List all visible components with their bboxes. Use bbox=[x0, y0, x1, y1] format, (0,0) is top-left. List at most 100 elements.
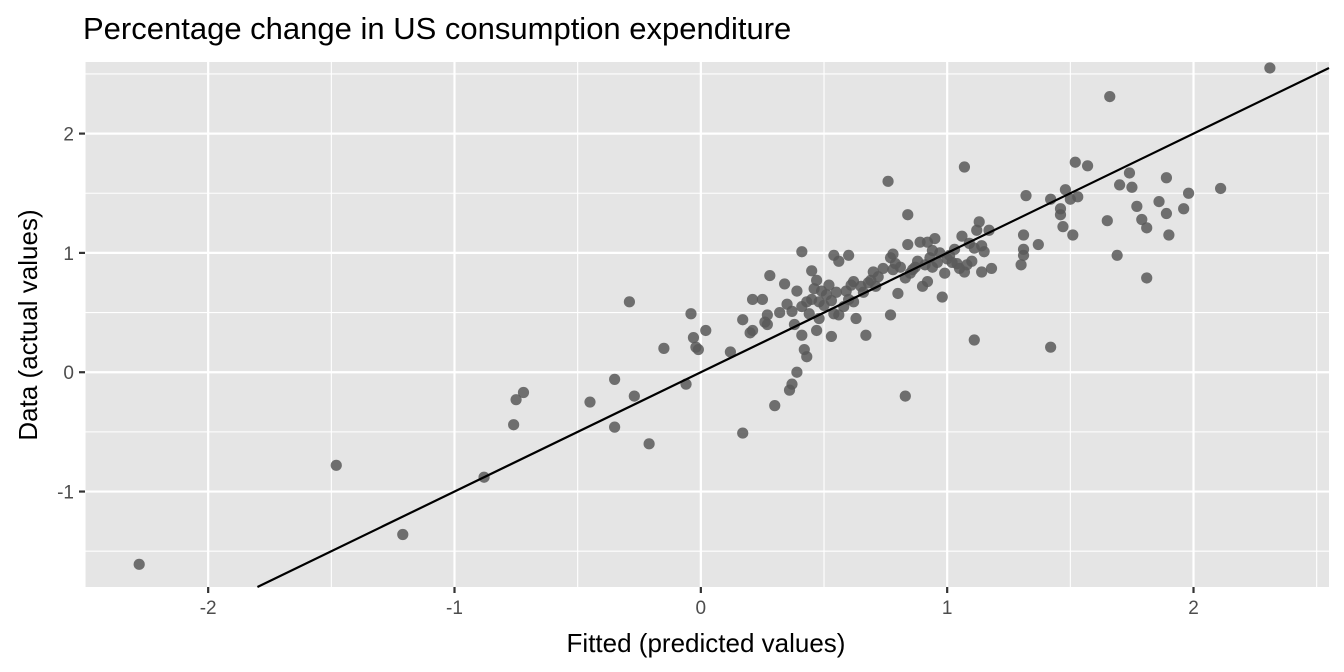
data-point bbox=[892, 287, 904, 300]
data-point bbox=[685, 308, 697, 320]
data-point bbox=[737, 427, 749, 439]
data-point bbox=[958, 161, 971, 173]
data-point bbox=[517, 386, 530, 399]
data-points bbox=[133, 62, 1276, 570]
data-point bbox=[1141, 222, 1153, 234]
data-point bbox=[872, 271, 884, 283]
data-point bbox=[823, 279, 835, 291]
data-point bbox=[1153, 196, 1165, 208]
chart-title: Percentage change in US consumption expe… bbox=[83, 11, 791, 46]
data-point bbox=[902, 238, 914, 251]
data-point bbox=[1131, 200, 1143, 212]
y-axis-label: Data (actual values) bbox=[13, 209, 43, 440]
data-point bbox=[1104, 91, 1116, 103]
data-point bbox=[1054, 203, 1067, 215]
data-point bbox=[882, 175, 894, 187]
data-point bbox=[1111, 249, 1123, 261]
data-point bbox=[902, 209, 914, 221]
data-point bbox=[1163, 229, 1175, 241]
data-point bbox=[1059, 184, 1072, 196]
data-point bbox=[966, 255, 978, 267]
data-point bbox=[133, 558, 145, 570]
y-tick-label: -1 bbox=[57, 483, 74, 504]
data-point bbox=[939, 267, 951, 279]
data-point bbox=[796, 246, 808, 258]
data-point bbox=[1020, 190, 1032, 202]
x-tick-label: 0 bbox=[696, 598, 707, 619]
data-point bbox=[1057, 221, 1069, 233]
data-point bbox=[778, 278, 791, 290]
data-point bbox=[830, 286, 842, 298]
data-point bbox=[700, 324, 712, 337]
data-point bbox=[397, 528, 409, 541]
data-point bbox=[746, 324, 759, 337]
data-point bbox=[833, 309, 845, 321]
data-point bbox=[1123, 167, 1136, 179]
data-point bbox=[985, 262, 998, 275]
y-tick-label: 2 bbox=[63, 125, 74, 146]
data-point bbox=[628, 390, 640, 402]
data-point bbox=[764, 269, 776, 282]
data-point bbox=[737, 314, 749, 326]
data-point bbox=[843, 249, 855, 261]
data-point bbox=[801, 351, 813, 363]
data-point bbox=[850, 312, 862, 325]
data-point bbox=[687, 332, 700, 344]
data-point bbox=[609, 421, 621, 433]
data-point bbox=[833, 255, 845, 267]
data-point bbox=[692, 343, 704, 356]
data-point bbox=[330, 459, 342, 471]
data-point bbox=[899, 390, 911, 402]
data-point bbox=[756, 293, 769, 306]
data-point bbox=[1264, 62, 1276, 74]
data-point bbox=[1114, 179, 1126, 191]
y-axis-ticks: -1 0 1 2 bbox=[57, 125, 85, 504]
data-point bbox=[811, 324, 823, 337]
data-point bbox=[956, 230, 968, 242]
data-point bbox=[978, 246, 990, 258]
y-tick-label: 0 bbox=[63, 363, 74, 384]
data-point bbox=[508, 419, 520, 431]
data-point bbox=[786, 378, 798, 390]
data-point bbox=[746, 293, 759, 306]
y-tick-label: 1 bbox=[63, 244, 74, 265]
data-point bbox=[825, 330, 838, 343]
plot-panel bbox=[85, 62, 1329, 587]
x-tick-label: -2 bbox=[200, 598, 217, 619]
data-point bbox=[791, 366, 803, 378]
data-point bbox=[584, 396, 596, 408]
data-point bbox=[884, 309, 897, 321]
data-point bbox=[806, 265, 818, 277]
data-point bbox=[968, 334, 980, 346]
data-point bbox=[1081, 160, 1094, 172]
data-point bbox=[803, 308, 815, 320]
data-point bbox=[1101, 215, 1113, 227]
identity-line bbox=[256, 66, 1330, 588]
data-point bbox=[1141, 272, 1153, 284]
x-tick-label: -1 bbox=[446, 598, 463, 619]
data-point bbox=[724, 346, 737, 358]
data-point bbox=[1017, 229, 1030, 241]
data-point bbox=[1182, 187, 1195, 199]
data-point bbox=[643, 438, 655, 450]
data-point bbox=[1067, 229, 1079, 241]
data-point bbox=[791, 285, 803, 297]
x-tick-label: 1 bbox=[942, 598, 953, 619]
data-point bbox=[973, 216, 985, 228]
data-point bbox=[887, 248, 899, 260]
x-axis-ticks: -2 -1 0 1 2 bbox=[200, 587, 1199, 619]
data-point bbox=[769, 400, 781, 412]
data-point bbox=[1215, 182, 1227, 195]
data-point bbox=[1072, 191, 1084, 203]
data-point bbox=[796, 329, 808, 341]
data-point bbox=[1017, 249, 1030, 261]
x-tick-label: 2 bbox=[1188, 598, 1199, 619]
minor-gridlines bbox=[84, 62, 1329, 587]
data-point bbox=[1126, 181, 1138, 193]
data-point bbox=[921, 275, 934, 288]
data-point bbox=[894, 261, 906, 273]
data-point bbox=[510, 394, 522, 406]
data-point bbox=[1178, 203, 1190, 215]
data-point bbox=[1032, 238, 1044, 251]
